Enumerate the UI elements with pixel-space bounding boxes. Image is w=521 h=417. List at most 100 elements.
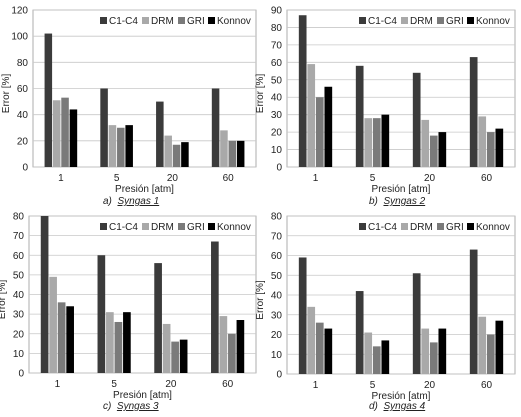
bar-drm-20: [162, 323, 171, 373]
bar-konnov-20: [438, 132, 447, 167]
y-tick-label: 30: [13, 310, 25, 321]
x-tick-label: 5: [370, 380, 376, 391]
x-tick-label: 60: [481, 380, 493, 391]
legend-label: GRI: [446, 16, 464, 27]
legend-swatch-drm: [142, 17, 149, 24]
caption-b-label: b): [369, 196, 378, 207]
y-axis-title: Error [%]: [1, 74, 12, 114]
bar-drm-20: [421, 119, 430, 167]
legend-label: Konnov: [476, 16, 510, 27]
y-tick-label: 0: [276, 163, 282, 174]
x-tick-label: 5: [370, 173, 376, 184]
bar-gri-1: [57, 302, 66, 373]
bar-drm-1: [307, 64, 316, 167]
legend-swatch-drm: [401, 17, 408, 24]
chart-panel-d: 0 10 20 30 40 50 60 70 80 1 5 20 60 Presión [atm] Erro…: [255, 212, 516, 402]
caption-c-label: c): [103, 401, 112, 412]
y-tick-label: 40: [13, 290, 25, 301]
legend-label: GRI: [187, 222, 205, 233]
legend-swatch-c1-c4: [359, 17, 366, 24]
legend-swatch-gri: [437, 17, 444, 24]
bar-gri-60: [486, 132, 495, 167]
bar-konnov-20: [438, 328, 447, 374]
legend-label: Konnov: [217, 222, 251, 233]
bar-drm-5: [106, 312, 114, 373]
legend-swatch-konnov: [208, 17, 215, 24]
legend-swatch-c1-c4: [100, 223, 107, 230]
bar-c1-c4-5: [355, 65, 364, 167]
caption-c-name: Syngas 3: [116, 401, 159, 412]
legend-label: C1-C4: [368, 222, 397, 233]
legend-label: Konnov: [476, 222, 510, 233]
y-tick-label: 60: [271, 58, 283, 69]
y-tick-label: 80: [271, 212, 283, 223]
x-tick-label: 1: [313, 173, 319, 184]
legend-swatch-gri: [178, 17, 185, 24]
caption-a: a) Syngas 1: [103, 196, 159, 207]
bar-gri-20: [171, 341, 179, 373]
bar-drm-5: [108, 125, 117, 167]
y-tick-label: 20: [13, 329, 25, 340]
y-axis-title: Error [%]: [0, 280, 8, 320]
x-tick-label: 60: [481, 173, 493, 184]
caption-d-label: d): [369, 401, 378, 412]
chart-panel-a: 0 20 40 60 80 100 120 1 5 20 60 Presión [atm] Error …: [1, 6, 257, 195]
legend-label: GRI: [446, 222, 464, 233]
legend-swatch-gri: [178, 223, 185, 230]
legend-label: DRM: [410, 16, 433, 27]
legend-label: DRM: [151, 222, 174, 233]
x-tick-label: 1: [58, 173, 64, 184]
x-axis-title: Presión [atm]: [372, 184, 431, 195]
y-tick-label: 50: [13, 270, 25, 281]
bar-gri-5: [117, 127, 125, 167]
bar-drm-1: [52, 100, 61, 167]
legend-label: C1-C4: [368, 16, 397, 27]
legend-swatch-drm: [142, 223, 149, 230]
bar-gri-20: [429, 342, 438, 374]
x-tick-label: 1: [55, 379, 61, 390]
bar-gri-1: [315, 322, 324, 374]
x-tick-label: 5: [111, 379, 117, 390]
bar-drm-5: [364, 332, 373, 374]
x-axis-title: Presión [atm]: [115, 184, 174, 195]
caption-b-name: Syngas 2: [383, 196, 426, 207]
y-tick-label: 90: [271, 6, 283, 17]
bar-c1-c4-1: [298, 257, 307, 374]
y-axis-title: Error [%]: [255, 280, 266, 320]
y-tick-label: 50: [271, 75, 283, 86]
bar-c1-c4-5: [97, 255, 106, 373]
bar-gri-5: [372, 346, 381, 374]
bar-c1-c4-20: [154, 263, 162, 373]
caption-d: d) Syngas 4: [369, 401, 425, 412]
bar-c1-c4-60: [469, 57, 478, 167]
y-tick-label: 10: [13, 349, 25, 360]
bar-gri-60: [228, 140, 237, 167]
x-tick-label: 20: [424, 173, 436, 184]
legend-swatch-c1-c4: [359, 223, 366, 230]
bar-konnov-20: [179, 339, 188, 373]
bar-konnov-20: [181, 142, 189, 167]
bar-drm-20: [421, 328, 430, 374]
y-tick-label: 70: [271, 231, 283, 242]
bar-gri-1: [315, 97, 324, 167]
caption-d-name: Syngas 4: [383, 401, 426, 412]
bar-c1-c4-20: [156, 101, 164, 167]
y-axis-title: Error [%]: [255, 74, 266, 114]
y-tick-label: 50: [271, 271, 283, 282]
x-axis-title: Presión [atm]: [113, 390, 172, 401]
bar-c1-c4-60: [211, 88, 220, 167]
bar-konnov-60: [495, 128, 504, 167]
bar-gri-20: [172, 144, 181, 167]
x-tick-label: 5: [114, 173, 120, 184]
bar-konnov-1: [324, 86, 333, 167]
y-tick-label: 60: [13, 251, 25, 262]
bar-gri-5: [114, 321, 123, 373]
y-tick-label: 10: [271, 350, 283, 361]
bar-konnov-5: [123, 312, 131, 373]
bar-drm-60: [219, 316, 228, 373]
bar-gri-60: [228, 333, 236, 373]
y-tick-label: 0: [18, 369, 24, 380]
bar-c1-c4-5: [355, 291, 364, 374]
legend-swatch-c1-c4: [100, 17, 107, 24]
